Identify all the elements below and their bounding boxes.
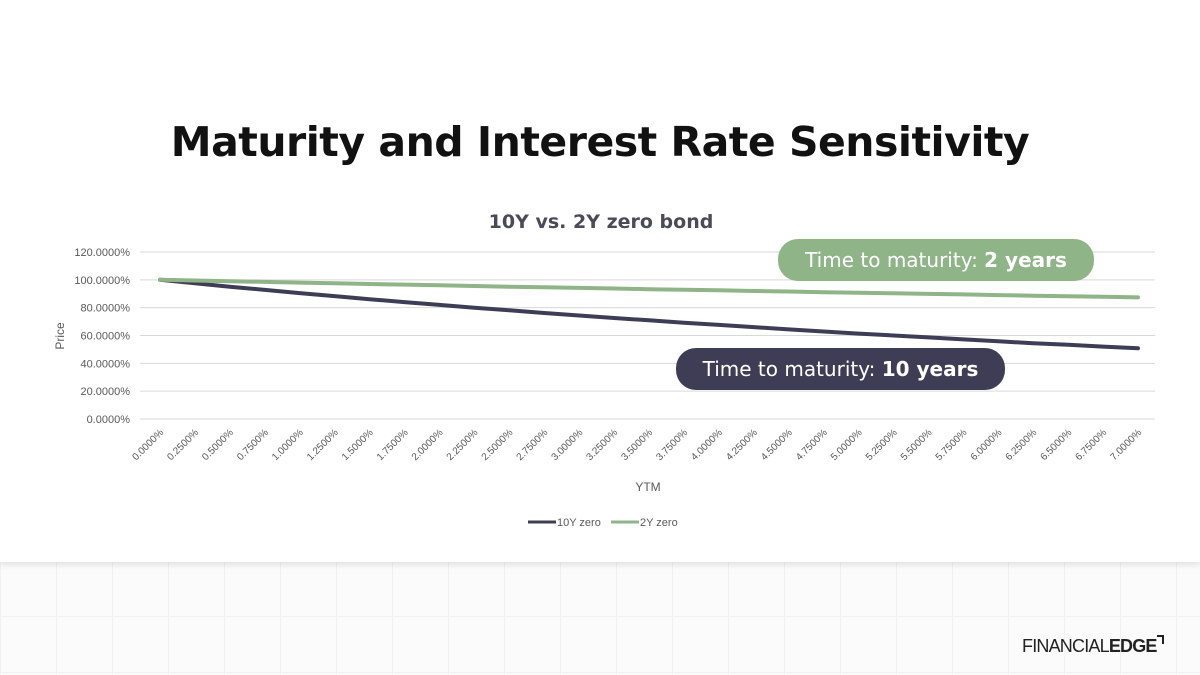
x-tick-label: 1.5000%	[340, 427, 376, 463]
x-tick-label: 0.5000%	[200, 427, 236, 463]
chart-title: 10Y vs. 2Y zero bond	[489, 211, 714, 233]
y-tick-label: 60.0000%	[80, 331, 130, 343]
x-tick-label: 2.2500%	[445, 427, 481, 463]
callout-2y-maturity: Time to maturity: 2 years	[778, 239, 1094, 281]
x-tick-label: 6.0000%	[969, 427, 1005, 463]
x-tick-label: 0.7500%	[235, 427, 271, 463]
x-tick-label: 4.5000%	[759, 427, 795, 463]
callout-2y-value: 2 years	[984, 248, 1067, 272]
logo-text-bold: EDGE	[1108, 636, 1158, 656]
x-tick-label: 4.0000%	[689, 427, 725, 463]
x-tick-label: 4.2500%	[724, 427, 760, 463]
line-chart: 10Y vs. 2Y zero bond 0.0000% 20.0000% 40.0…	[53, 211, 1155, 529]
x-tick-label: 2.7500%	[515, 427, 551, 463]
x-axis-label: YTM	[635, 480, 660, 494]
legend-label-10y: 10Y zero	[557, 517, 601, 529]
y-tick-label: 80.0000%	[80, 303, 130, 315]
x-tick-label: 5.5000%	[899, 427, 935, 463]
x-tick-label: 6.7500%	[1073, 427, 1109, 463]
financial-edge-logo: FINANCIALEDGE	[1022, 635, 1164, 658]
x-tick-label: 7.0000%	[1108, 427, 1144, 463]
x-tick-label: 3.0000%	[550, 427, 586, 463]
y-axis-label: Price	[53, 322, 67, 350]
series-line-10y	[158, 277, 1140, 351]
x-tick-label: 5.7500%	[934, 427, 970, 463]
x-tick-label: 3.5000%	[619, 427, 655, 463]
x-tick-label: 2.0000%	[410, 427, 446, 463]
legend-label-2y: 2Y zero	[640, 517, 678, 529]
x-tick-label: 1.2500%	[305, 427, 341, 463]
x-tick-label: 4.7500%	[794, 427, 830, 463]
callout-10y-value: 10 years	[881, 357, 979, 381]
logo-text-light: FINANCIAL	[1022, 636, 1110, 656]
y-tick-label: 0.0000%	[87, 414, 131, 426]
x-tick-label: 1.7500%	[375, 427, 411, 463]
y-tick-label: 40.0000%	[80, 358, 130, 370]
x-tick-label: 3.7500%	[654, 427, 690, 463]
y-tick-label: 100.0000%	[74, 275, 130, 287]
x-tick-label: 0.2500%	[165, 427, 201, 463]
x-tick-label: 5.2500%	[864, 427, 900, 463]
logo-corner-mark	[1156, 635, 1164, 644]
x-tick-label: 6.5000%	[1039, 427, 1075, 463]
y-tick-label: 120.0000%	[74, 247, 130, 259]
callout-10y-prefix: Time to maturity:	[702, 357, 882, 381]
x-tick-label: 6.2500%	[1004, 427, 1040, 463]
x-tick-label: 0.0000%	[130, 427, 166, 463]
legend: 10Y zero 2Y zero	[528, 517, 678, 529]
y-tick-label: 20.0000%	[80, 386, 130, 398]
page-title: Maturity and Interest Rate Sensitivity	[170, 118, 1030, 166]
x-tick-label: 2.5000%	[480, 427, 516, 463]
series-line-2y	[158, 277, 1140, 300]
callout-2y-prefix: Time to maturity:	[805, 248, 985, 272]
y-axis-ticks: 0.0000% 20.0000% 40.0000% 60.0000% 80.0000% 1…	[74, 247, 130, 426]
x-tick-label: 3.2500%	[584, 427, 620, 463]
callout-10y-maturity: Time to maturity: 10 years	[676, 348, 1005, 390]
x-tick-label: 1.0000%	[270, 427, 306, 463]
x-axis-ticks: 0.0000% 0.2500% 0.5000% 0.7500% 1.0000% 1.250…	[130, 427, 1144, 463]
series-lines	[158, 277, 1140, 351]
x-tick-label: 5.0000%	[829, 427, 865, 463]
